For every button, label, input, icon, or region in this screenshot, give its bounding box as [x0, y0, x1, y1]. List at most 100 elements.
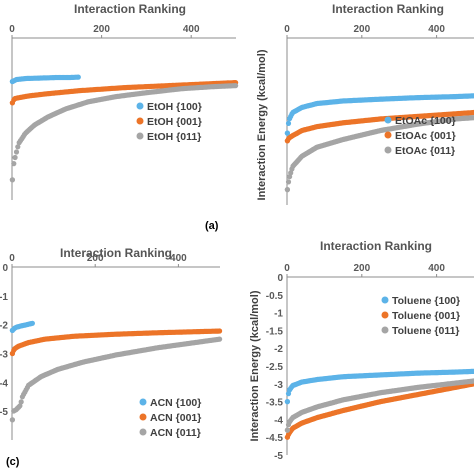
data-point	[284, 138, 290, 144]
legend-marker	[139, 398, 147, 406]
data-point	[18, 399, 24, 405]
chart-title-c: Interaction Ranking	[60, 246, 172, 260]
legend-marker	[381, 296, 389, 304]
legend-label: EtOAc {100}	[395, 115, 456, 127]
data-point	[9, 327, 15, 333]
data-point	[9, 100, 15, 106]
chart-title-a: Interaction Ranking	[74, 2, 186, 16]
series-c-2	[9, 336, 223, 423]
series-a-1	[9, 80, 239, 106]
plot-area-d: 0 200 400 0 -0.5 -1 -1.5 -2 -2.5 -3 -3.5 -4 -4.5 -5	[266, 263, 474, 462]
data-point	[15, 144, 21, 150]
data-point	[9, 78, 15, 85]
panel-label-c: (c)	[6, 456, 20, 468]
series-a-0	[9, 74, 81, 85]
series-b-2	[284, 115, 474, 193]
legend-label: EtOH {100}	[147, 101, 202, 113]
x-tick-label-d: 0	[284, 263, 290, 274]
series-c-1	[9, 328, 223, 357]
x-tick-label-a: 200	[93, 24, 110, 35]
data-point	[17, 403, 23, 409]
x-tick-label-c: 400	[170, 253, 187, 264]
data-point	[75, 74, 81, 80]
y-tick-label-d: -0.5	[266, 291, 284, 302]
y-tick-label-c: -3	[0, 350, 8, 361]
x-tick-label-d: 200	[353, 263, 370, 274]
chart-title-d: Interaction Ranking	[320, 239, 432, 253]
y-tick-label-c: -1	[0, 292, 8, 303]
data-point	[29, 320, 35, 326]
legend-marker	[139, 413, 147, 421]
data-point	[12, 154, 18, 161]
legend-marker	[381, 311, 389, 319]
data-point	[284, 187, 290, 193]
x-tick-label-b: 200	[353, 24, 370, 35]
data-point	[284, 427, 290, 433]
data-point	[233, 83, 239, 89]
data-point	[217, 328, 223, 334]
legend-label: Toluene {011}	[392, 325, 460, 337]
y-tick-label-c: 0	[2, 263, 8, 274]
data-point	[217, 336, 223, 342]
legend-a: EtOH {100} EtOH {001} EtOH {011}	[136, 101, 202, 143]
y-tick-label-c: -2	[0, 321, 8, 332]
data-point	[471, 378, 474, 384]
legend-marker	[136, 132, 144, 140]
panel-label-a: (a)	[205, 220, 219, 232]
series-b-0	[284, 93, 474, 136]
y-tick-label-d: -4.5	[266, 433, 284, 444]
y-tick-label-d: 0	[277, 273, 283, 284]
legend-label: EtOAc {011}	[395, 145, 455, 157]
legend-label: Toluene {001}	[392, 310, 460, 322]
x-tick-label-c: 200	[87, 253, 104, 264]
series-c-0	[9, 320, 35, 333]
y-axis-label-b: Interaction Energy (kcal/mol)	[256, 49, 268, 200]
y-tick-label-d: -3	[274, 380, 283, 391]
legend-marker	[136, 117, 144, 125]
chart-panel-a: Interaction Ranking 0 200 400 EtOH {100}Et…	[9, 2, 239, 232]
series-d-0	[284, 368, 474, 405]
chart-panel-c: Interaction Ranking 0 200 400 0 -1 -2 -3 -4 -5 A…	[0, 246, 223, 468]
y-tick-label-c: -4	[0, 378, 8, 389]
legend-label: EtOH {001}	[147, 116, 202, 128]
legend-label: ACN {100}	[150, 397, 201, 409]
legend-b: EtOAc {100} EtOAc {001} EtOAc {011}	[384, 115, 456, 157]
x-tick-label-a: 0	[9, 24, 15, 35]
x-tick-label-c: 0	[9, 253, 15, 264]
chart-panel-b: Interaction Ranking Interaction Energy (…	[256, 2, 474, 205]
y-tick-label-d: -2.5	[266, 362, 284, 373]
x-tick-label-b: 0	[284, 24, 290, 35]
y-tick-label-d: -2	[274, 344, 283, 355]
chart-title-b: Interaction Ranking	[332, 2, 444, 16]
y-tick-label-d: -5	[274, 451, 283, 462]
y-tick-label-d: -1.5	[266, 326, 284, 337]
legend-label: ACN {011}	[150, 427, 201, 439]
y-tick-label-d: -4	[274, 415, 283, 426]
legend-marker	[381, 326, 389, 334]
legend-label: EtOAc {001}	[395, 130, 456, 142]
data-point	[11, 161, 17, 167]
legend-label: ACN {001}	[150, 412, 201, 424]
x-tick-label-b: 400	[428, 24, 445, 35]
data-point	[284, 434, 290, 440]
plot-area-a: 0 200 400	[9, 24, 239, 200]
data-point	[284, 399, 290, 405]
legend-label: EtOH {011}	[147, 131, 201, 143]
data-point	[9, 350, 15, 357]
legend-d: Toluene {100} Toluene {001} Toluene {011}	[381, 295, 460, 337]
data-point	[471, 368, 474, 374]
series-d-2	[284, 378, 474, 433]
x-tick-label-a: 400	[183, 24, 200, 35]
data-point	[288, 170, 294, 176]
data-point	[13, 149, 20, 155]
y-tick-label-c: -5	[0, 407, 8, 418]
y-tick-label-d: -3.5	[266, 398, 284, 409]
chart-panel-d: Interaction Ranking Interaction Energy (…	[249, 239, 474, 462]
x-tick-label-d: 400	[428, 263, 445, 274]
legend-marker	[139, 428, 147, 436]
data-point	[9, 417, 15, 423]
plot-area-c: 0 200 400 0 -1 -2 -3 -4 -5	[0, 253, 223, 440]
data-point	[285, 120, 292, 126]
data-point	[9, 177, 15, 183]
